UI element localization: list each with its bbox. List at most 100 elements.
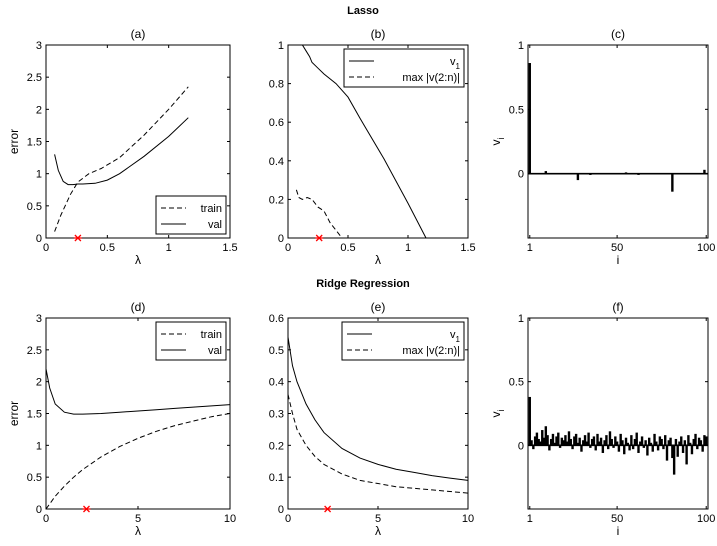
y-tick-label: 1 [518,40,524,52]
bar [687,435,690,446]
bar [676,445,679,457]
bar [580,445,583,452]
bar [542,437,546,446]
bar [667,440,670,446]
bar [566,441,569,446]
bar [606,445,610,450]
bar [644,440,647,446]
y-axis-label-sub: i [496,138,506,140]
y-tick-label: 1 [278,40,284,52]
x-tick-label: 1 [527,513,533,525]
panel-a: 0 0.5 1 1.5 0 0.5 1 1.5 2 2.5 3 (a) λ error train val [7,27,238,267]
bar [685,445,688,465]
panel-title: (d) [131,300,146,314]
y-tick-label: 0.1 [269,472,284,484]
x-tick-label: 1 [405,242,411,254]
bar [562,440,565,446]
bar [630,435,633,446]
y-axis-label-main: error [7,129,21,154]
y-tick-label: 1 [36,440,42,452]
y-axis-label: error [7,129,21,154]
bar [553,442,556,446]
bar [528,396,531,446]
bar [662,445,665,450]
bar [569,438,572,446]
y-tick-label: 0.4 [269,156,284,168]
panel-title: (a) [131,27,146,41]
bar [660,438,663,446]
x-tick-label: 50 [611,242,623,254]
x-axis-label: i [617,524,620,538]
bar [615,441,619,446]
x-tick-label: 100 [697,242,715,254]
legend-label-sub: 1 [456,62,461,71]
bar [696,445,699,450]
y-tick-label: 0.2 [269,194,284,206]
bar [557,432,560,446]
y-tick-label: 0 [278,233,284,245]
bar [539,441,542,446]
y-tick-label: 0.5 [509,377,524,389]
bar [694,433,697,446]
series-line-0 [45,413,231,510]
bar [671,173,674,192]
y-tick-label: 1.5 [27,409,42,421]
bar [692,438,695,446]
legend-label-main: val [208,219,222,231]
bar [537,438,540,446]
bar [705,436,708,446]
y-axis-label-main: v [489,140,503,146]
x-tick-label: 5 [375,513,381,525]
bar [669,437,672,446]
x-tick-label: 0.5 [340,242,355,254]
bar [664,435,667,446]
plot-frame [527,44,709,239]
bar [605,435,608,446]
x-axis-label: λ [135,524,141,538]
bar [637,173,640,175]
x-tick-label: 0 [43,242,49,254]
y-tick-label: 0 [518,440,524,452]
bar [567,431,571,446]
legend-label-main: train [201,203,222,215]
bar [672,445,676,475]
bar [651,445,654,452]
bar [530,440,533,446]
bar [656,445,660,451]
section-title-lasso: Lasso [347,5,379,17]
bar [703,169,706,174]
legend-label-main: v [450,329,456,341]
y-tick-label: 0 [36,504,42,516]
bar [697,437,701,446]
y-tick-label: 0.5 [27,201,42,213]
legend-label-main: train [201,329,222,341]
legend-box [155,321,227,361]
bar [549,438,553,446]
bar [589,173,592,175]
y-tick-label: 2.5 [27,345,42,357]
legend-label: max |v(2:n)| [402,72,460,84]
series-line-1 [45,368,231,415]
bar [528,63,531,174]
legend-label-main: v [450,56,456,68]
y-tick-label: 2 [36,104,42,116]
x-axis-label: i [617,253,620,267]
y-tick-label: 2.5 [27,72,42,84]
bar [596,433,599,446]
series-line-0 [296,44,427,239]
bar [683,440,687,446]
bar [658,436,662,446]
bar [624,172,628,174]
y-tick-label: 0 [278,504,284,516]
y-axis-label-main: v [489,412,503,418]
bar [640,436,644,446]
bar [546,435,549,446]
y-tick-label: 1 [518,313,524,325]
x-tick-label: 1 [527,242,533,254]
y-tick-label: 0.5 [509,104,524,116]
bar [688,442,692,446]
